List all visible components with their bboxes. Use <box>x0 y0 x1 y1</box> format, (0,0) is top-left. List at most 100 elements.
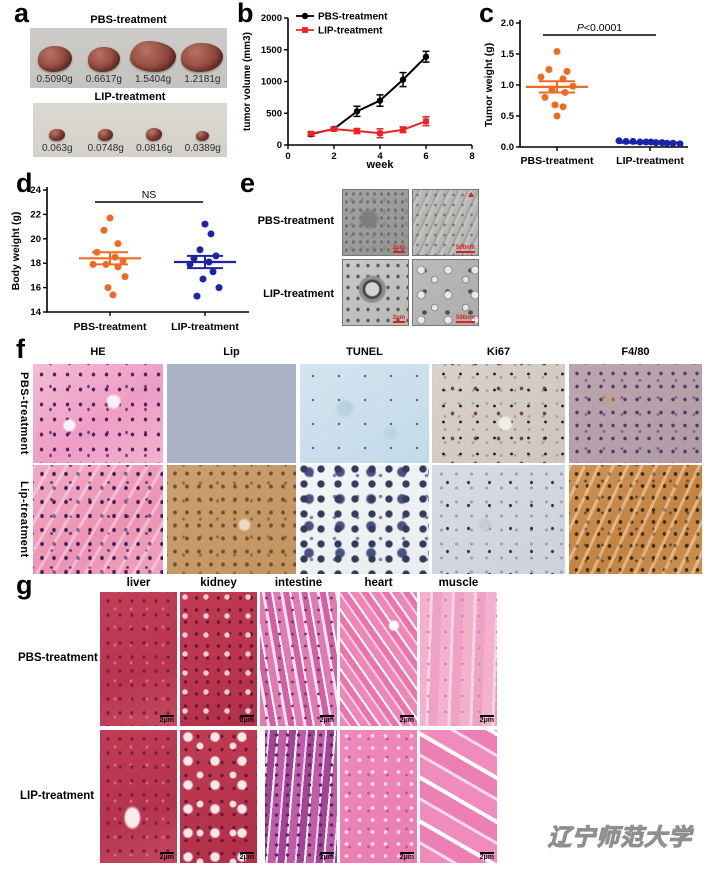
tumor-photo-blob <box>98 129 114 141</box>
f-tile-ki67-pbs <box>432 364 565 463</box>
tumor-sample: 1.5404g <box>129 28 178 88</box>
data-point <box>199 275 207 283</box>
y-tick-label: 0.0 <box>501 142 514 153</box>
data-point <box>354 128 360 134</box>
y-axis-label: tumor volume (mm3) <box>242 32 253 131</box>
data-point <box>423 118 429 125</box>
data-point <box>207 230 215 238</box>
g-column-header-liver: liver <box>126 577 151 589</box>
y-tick-label: 2.0 <box>501 18 514 29</box>
lip-tumor-photo: 0.063g 0.0748g 0.0816g 0.0389g <box>33 103 227 157</box>
g-column-header-kidney: kidney <box>200 577 237 589</box>
f-tile-f480-pbs <box>569 364 702 463</box>
g-tile-intestine-pbs: 2μm <box>260 592 337 726</box>
x-axis-label: week <box>366 159 395 171</box>
data-point <box>215 284 223 292</box>
y-axis-label: Body weight (g) <box>10 212 22 291</box>
scale-bar: 2μm <box>159 852 174 861</box>
tumor-weight-label: 1.5404g <box>135 74 172 85</box>
f-tile-tunel-lip <box>300 465 429 574</box>
data-point <box>114 240 122 248</box>
panel-a-label: a <box>14 0 30 28</box>
data-point <box>196 246 204 254</box>
f-tile-f480-lip <box>569 465 702 574</box>
data-point <box>104 284 112 292</box>
data-point <box>121 273 129 281</box>
y-tick-label: 1000 <box>261 77 282 88</box>
em-image-pbs-2: 500nm <box>412 189 479 256</box>
data-point <box>563 67 571 75</box>
f-column-header-f480: F4/80 <box>621 346 650 358</box>
tumor-weight-label: 0.0748g <box>87 143 124 154</box>
y-tick-label: 500 <box>266 108 282 119</box>
tumor-sample: 0.0389g <box>179 103 228 157</box>
f-tile-lip-pbs <box>167 364 296 463</box>
scale-bar: 500nm <box>455 315 475 323</box>
data-point <box>622 137 630 145</box>
g-row-label-pbs: PBS-treatment <box>18 652 98 664</box>
g-tile-kidney-lip: 2μm <box>180 730 257 863</box>
y-tick-label: 24 <box>30 185 41 196</box>
tumor-sample: 0.0748g <box>82 103 131 157</box>
red-annotation-mark <box>468 192 474 197</box>
f-tile-he-lip <box>33 465 163 574</box>
f-column-header-lip: Lip <box>223 346 240 358</box>
scale-bar: 2μm <box>239 715 254 724</box>
y-tick-label: 1.5 <box>501 49 515 60</box>
scale-bar: 2μm <box>239 852 254 861</box>
tumor-photo-blob <box>181 43 224 72</box>
group-label: LIP-treatment <box>616 155 684 167</box>
scale-bar: 2μm <box>159 715 174 724</box>
data-point <box>537 73 545 81</box>
y-tick-label: 20 <box>30 234 41 245</box>
data-point <box>109 291 117 299</box>
data-point <box>353 108 361 115</box>
panel-g-label: g <box>16 570 33 600</box>
y-tick-label: 0 <box>277 140 282 151</box>
x-tick-label: 6 <box>423 151 428 162</box>
data-point <box>559 103 567 111</box>
pbs-tumor-photo: 0.5090g 0.6617g 1.5404g 1.2181g <box>30 28 227 88</box>
data-point <box>399 76 407 83</box>
g-column-header-muscle: muscle <box>438 577 479 589</box>
panel-c-label: c <box>479 0 495 28</box>
g-tile-heart-pbs: 2μm <box>340 592 417 726</box>
g-tile-liver-pbs: 2μm <box>100 592 177 726</box>
y-tick-label: 14 <box>30 307 41 318</box>
scale-bar: 500nm <box>455 245 475 253</box>
f-column-header-ki67: Ki67 <box>486 346 511 358</box>
y-tick-label: 2000 <box>261 13 282 24</box>
data-point <box>551 101 559 109</box>
data-point <box>100 226 108 234</box>
tumor-sample: 0.063g <box>33 103 82 157</box>
tumor-sample: 0.0816g <box>130 103 179 157</box>
tumor-photo-blob <box>196 131 210 141</box>
scale-bar: 2μm <box>479 852 494 861</box>
f-tile-he-pbs <box>33 364 163 463</box>
data-point <box>541 93 549 101</box>
g-tile-muscle-lip: 2μm <box>420 730 497 863</box>
tumor-volume-chart: 0 500 1000 1500 2000 0 2 4 6 8 week tumor volume (m… <box>242 12 475 172</box>
panel-f-label: f <box>16 334 25 364</box>
tumor-sample: 0.6617g <box>79 28 128 88</box>
g-column-header-intestine: intestine <box>274 577 323 589</box>
data-point <box>331 126 337 133</box>
tumor-weight-label: 0.0816g <box>136 143 173 154</box>
f-tile-ki67-lip <box>432 465 565 574</box>
significance-annotation: P<0.0001 <box>577 22 622 34</box>
tumor-photo-blob <box>130 41 177 72</box>
data-point <box>553 112 561 120</box>
scale-bar: 2μm <box>319 715 334 724</box>
electron-microscopy-grid: 2μm 500nm 2μm 500nm <box>342 189 480 328</box>
data-point <box>106 214 114 222</box>
tumor-weight-label: 0.5090g <box>36 74 73 85</box>
y-tick-label: 0.5 <box>501 111 515 122</box>
f-tile-lip-lip <box>167 465 296 574</box>
g-tile-kidney-pbs: 2μm <box>180 592 257 726</box>
tumor-weight-label: 1.2181g <box>184 74 221 85</box>
x-tick-label: 0 <box>285 151 290 162</box>
panel-b-label: b <box>237 0 254 28</box>
y-tick-label: 1.0 <box>501 80 514 91</box>
f-row-label-pbs: PBS-treatment <box>18 372 30 455</box>
